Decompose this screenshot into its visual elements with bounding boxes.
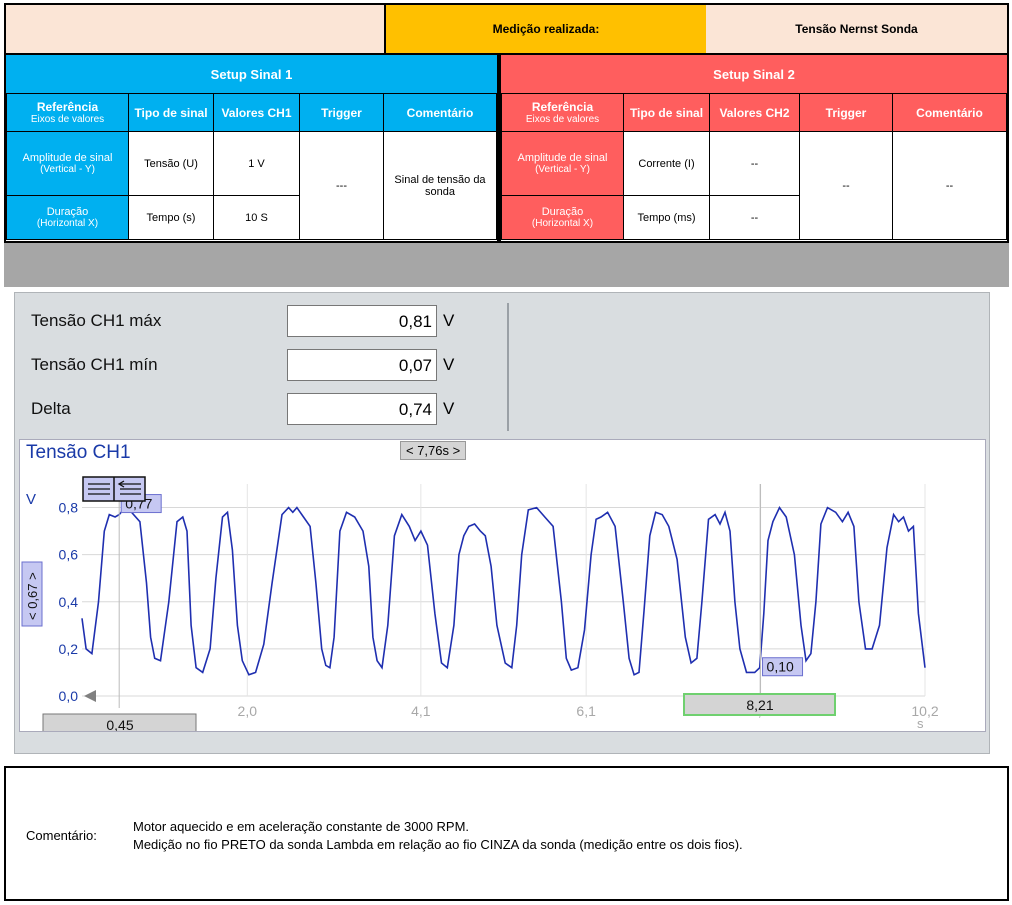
comment-line-1: Motor aquecido e em aceleração constante… (133, 819, 470, 834)
setup1-duracao-label: Duração (Horizontal X) (6, 195, 129, 240)
header-row: Medição realizada: Tensão Nernst Sonda (4, 3, 1009, 55)
setup2-amplitude-tipo: Corrente (I) (623, 131, 710, 196)
cursor-2-x-box (683, 693, 836, 716)
setup1-amplitude-tipo: Tensão (U) (128, 131, 214, 196)
setup-signal-2: Setup Sinal 2 Referência Eixos de valores… (499, 55, 1009, 243)
setup1-trigger: --- (299, 131, 384, 240)
vertical-delta-box (21, 561, 43, 627)
measurement-delta-value[interactable]: 0,74 (287, 393, 437, 425)
cursor-2-value: 0,10 (767, 659, 794, 675)
measurement-min-label: Tensão CH1 mín (31, 355, 158, 374)
measurement-delta-unit: V (443, 399, 455, 418)
measurement-delta: Delta 0,74 V (31, 393, 501, 425)
setup2-amplitude-valor: -- (709, 131, 800, 196)
setup2-duracao-valor: -- (709, 195, 800, 240)
y-tick-label: 0,6 (59, 547, 79, 563)
zero-marker-icon (84, 690, 96, 702)
setup1-duracao-valor: 10 S (213, 195, 300, 240)
setup1-header-tipo: Tipo de sinal (128, 93, 214, 132)
waveform-chart[interactable]: 0,00,20,40,60,82,04,16,18,210,2Vs0,770,1… (20, 440, 985, 731)
time-delta-badge: < 7,76s > (400, 441, 467, 460)
x-tick-label: 4,1 (411, 703, 431, 719)
setup1-amplitude-label: Amplitude de sinal (Vertical - Y) (6, 131, 129, 196)
y-tick-label: 0,0 (59, 688, 79, 704)
y-tick-label: 0,2 (59, 641, 79, 657)
y-axis-unit: V (26, 491, 36, 508)
setup1-header-trigger: Trigger (299, 93, 384, 132)
measurement-min: Tensão CH1 mín 0,07 V (31, 349, 501, 381)
cursor-2-value-box (762, 657, 804, 677)
comment-line-2: Medição no fio PRETO da sonda Lambda em … (133, 837, 743, 852)
setup2-amplitude-label: Amplitude de sinal (Vertical - Y) (501, 131, 624, 196)
setup2-header-ref: Referência Eixos de valores (501, 93, 624, 132)
measurement-delta-label: Delta (31, 399, 71, 418)
setup2-header-trigger: Trigger (799, 93, 893, 132)
measurement-label: Medição realizada: (384, 5, 706, 53)
measurement-min-value[interactable]: 0,07 (287, 349, 437, 381)
measurement-max: Tensão CH1 máx 0,81 V (31, 305, 501, 337)
measurement-max-unit: V (443, 311, 455, 330)
setup2-duracao-tipo: Tempo (ms) (623, 195, 710, 240)
setup1-table: Referência Eixos de valores Tipo de sinal… (6, 93, 497, 240)
setup1-header-comentario: Comentário (383, 93, 497, 132)
vertical-delta-value: < 0,67 > (25, 572, 40, 620)
setup2-header-valores: Valores CH2 (709, 93, 800, 132)
setup2-table: Referência Eixos de valores Tipo de sinal… (501, 93, 1007, 240)
measurement-min-unit: V (443, 355, 455, 374)
chart-title: Tensão CH1 (26, 442, 131, 463)
comment-text: Motor aquecido e em aceleração constante… (133, 818, 743, 854)
setup1-amplitude-valor: 1 V (213, 131, 300, 196)
cursor-1-x-value: 0,45 (106, 717, 133, 731)
setup1-comentario: Sinal de tensão da sonda (383, 131, 497, 240)
measurements-box: Tensão CH1 máx 0,81 V Tensão CH1 mín 0,0… (21, 301, 505, 433)
setup2-trigger: -- (799, 131, 893, 240)
setup2-header-tipo: Tipo de sinal (623, 93, 710, 132)
setup1-duracao-tipo: Tempo (s) (128, 195, 214, 240)
x-tick-label: 2,0 (238, 703, 258, 719)
measurement-max-value[interactable]: 0,81 (287, 305, 437, 337)
chart-area: Tensão CH1 < 7,76s > 0,0 0,2 0,4 0,6 0,8 2,0 4… (19, 439, 986, 732)
comment-section: Comentário: Motor aquecido e em aceleraç… (4, 766, 1009, 901)
cursor-1-x-box (42, 713, 197, 731)
setup-signal-1: Setup Sinal 1 Referência Eixos de valores… (4, 55, 499, 243)
setup1-header-valores: Valores CH1 (213, 93, 300, 132)
waveform-line (81, 506, 926, 676)
y-tick-label: 0,4 (59, 594, 79, 610)
cursor-2-x-value: 8,21 (746, 697, 773, 713)
panel-divider (507, 303, 509, 431)
x-tick-label: 6,1 (576, 703, 596, 719)
comment-label: Comentário: (26, 828, 97, 843)
arrow-left-icon (117, 480, 125, 488)
x-tick-label: 10,2 (911, 703, 938, 719)
header-blank (6, 5, 384, 53)
setup2-comentario: -- (892, 131, 1007, 240)
measurement-value: Tensão Nernst Sonda (706, 5, 1007, 53)
oscilloscope-panel: Tensão CH1 máx 0,81 V Tensão CH1 mín 0,0… (14, 292, 990, 754)
setup2-title: Setup Sinal 2 (501, 55, 1007, 93)
setup2-duracao-label: Duração (Horizontal X) (501, 195, 624, 240)
separator-band (4, 243, 1009, 287)
y-tick-label: 0,8 (59, 500, 79, 516)
setup1-header-ref: Referência Eixos de valores (6, 93, 129, 132)
measurement-max-label: Tensão CH1 máx (31, 311, 162, 330)
setup2-header-comentario: Comentário (892, 93, 1007, 132)
setup1-title: Setup Sinal 1 (6, 55, 497, 93)
x-axis-unit: s (917, 716, 924, 731)
